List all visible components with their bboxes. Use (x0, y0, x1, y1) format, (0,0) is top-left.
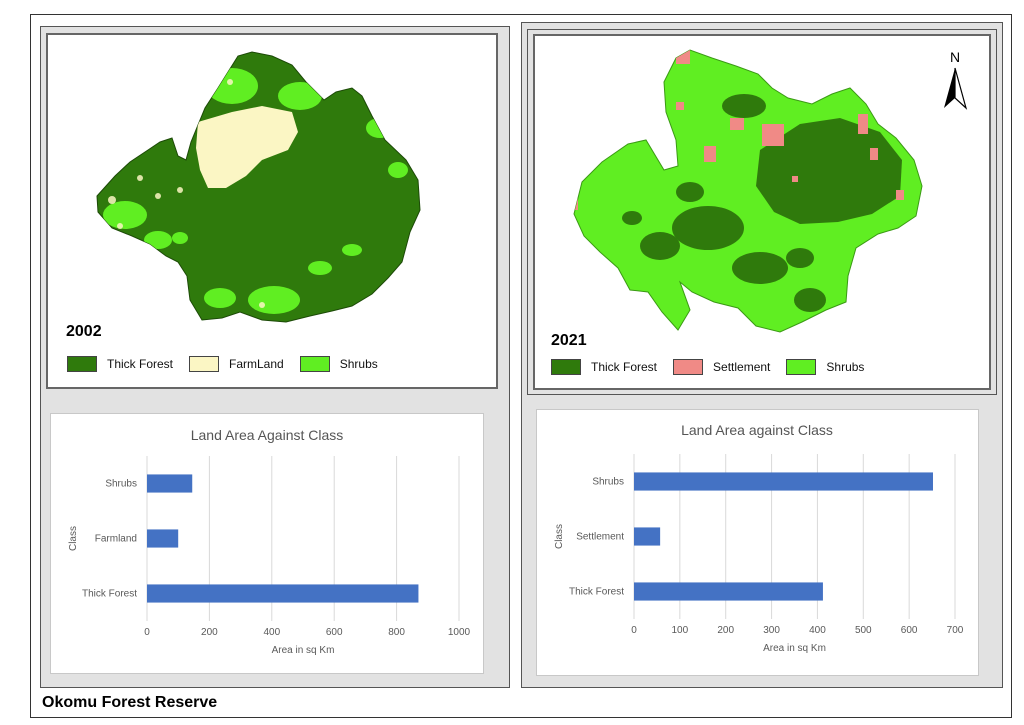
right-map-inset-border (527, 29, 997, 395)
y-category-label: Thick Forest (82, 589, 137, 600)
x-tick-label: 600 (901, 625, 918, 636)
map-2021-legend: Thick Forest Settlement Shrubs (551, 359, 880, 375)
map-2021-thick-forest-patches (622, 94, 826, 312)
map-2021-settlement-patches (574, 50, 904, 210)
x-tick-label: 600 (326, 627, 343, 638)
y-axis-label: Class (68, 526, 79, 551)
y-category-label: Thick Forest (569, 587, 624, 598)
y-category-label: Farmland (95, 534, 137, 545)
north-arrow-icon: N (944, 49, 968, 110)
map-2021-year: 2021 (551, 332, 587, 349)
x-tick-label: 400 (809, 625, 826, 636)
legend-label: Settlement (713, 360, 771, 374)
y-axis-label: Class (554, 524, 565, 549)
x-tick-label: 300 (763, 625, 780, 636)
legend-swatch-shrubs (786, 359, 817, 375)
bar (147, 529, 179, 548)
x-tick-label: 800 (388, 627, 405, 638)
legend-label: Thick Forest (591, 360, 658, 374)
legend-label: Shrubs (826, 360, 865, 374)
chart-title: Land Area against Class (681, 422, 833, 438)
bar (147, 474, 193, 493)
x-tick-label: 0 (144, 627, 150, 638)
x-tick-label: 0 (631, 625, 637, 636)
map-2002-farmland-area (196, 106, 298, 188)
legend-swatch-thick-forest (551, 359, 581, 375)
legend-swatch-thick-forest (67, 356, 97, 372)
x-tick-label: 1000 (448, 627, 471, 638)
x-tick-label: 700 (947, 625, 964, 636)
legend-swatch-settlement (673, 359, 704, 375)
legend-item-thick-forest: Thick Forest (551, 359, 657, 375)
legend-item-farmland: FarmLand (189, 356, 284, 372)
map-2002-legend: Thick Forest FarmLand Shrubs (67, 356, 394, 372)
figure-title: Okomu Forest Reserve (42, 694, 218, 711)
x-tick-label: 500 (855, 625, 872, 636)
chart-2002-frame (50, 413, 484, 674)
x-axis-label: Area in sq Km (272, 645, 335, 656)
legend-swatch-farmland (189, 356, 220, 372)
chart-title: Land Area Against Class (191, 427, 344, 443)
bar (147, 584, 419, 603)
x-tick-label: 200 (201, 627, 218, 638)
legend-label: FarmLand (229, 357, 284, 371)
bar (634, 527, 661, 546)
chart-2021-frame (536, 409, 979, 676)
x-tick-label: 100 (672, 625, 689, 636)
legend-label: Thick Forest (107, 357, 174, 371)
legend-swatch-shrubs (299, 356, 330, 372)
legend-item-shrubs: Shrubs (786, 359, 864, 375)
y-category-label: Shrubs (592, 477, 624, 488)
legend-item-thick-forest: Thick Forest (67, 356, 173, 372)
bar (634, 582, 823, 601)
map-2002-base-thick-forest (96, 51, 421, 323)
legend-item-shrubs: Shrubs (299, 356, 378, 372)
y-category-label: Shrubs (105, 479, 137, 490)
map-2021-thick-forest-core (756, 118, 902, 224)
legend-label: Shrubs (339, 357, 378, 371)
bar (634, 472, 933, 491)
y-category-label: Settlement (576, 532, 624, 543)
x-axis-label: Area in sq Km (763, 643, 826, 654)
x-tick-label: 200 (717, 625, 734, 636)
legend-item-settlement: Settlement (673, 359, 770, 375)
map-2002-year: 2002 (66, 323, 102, 340)
map-2002-farmland-speckles (108, 79, 265, 308)
x-tick-label: 400 (263, 627, 280, 638)
north-arrow-label: N (950, 49, 960, 65)
